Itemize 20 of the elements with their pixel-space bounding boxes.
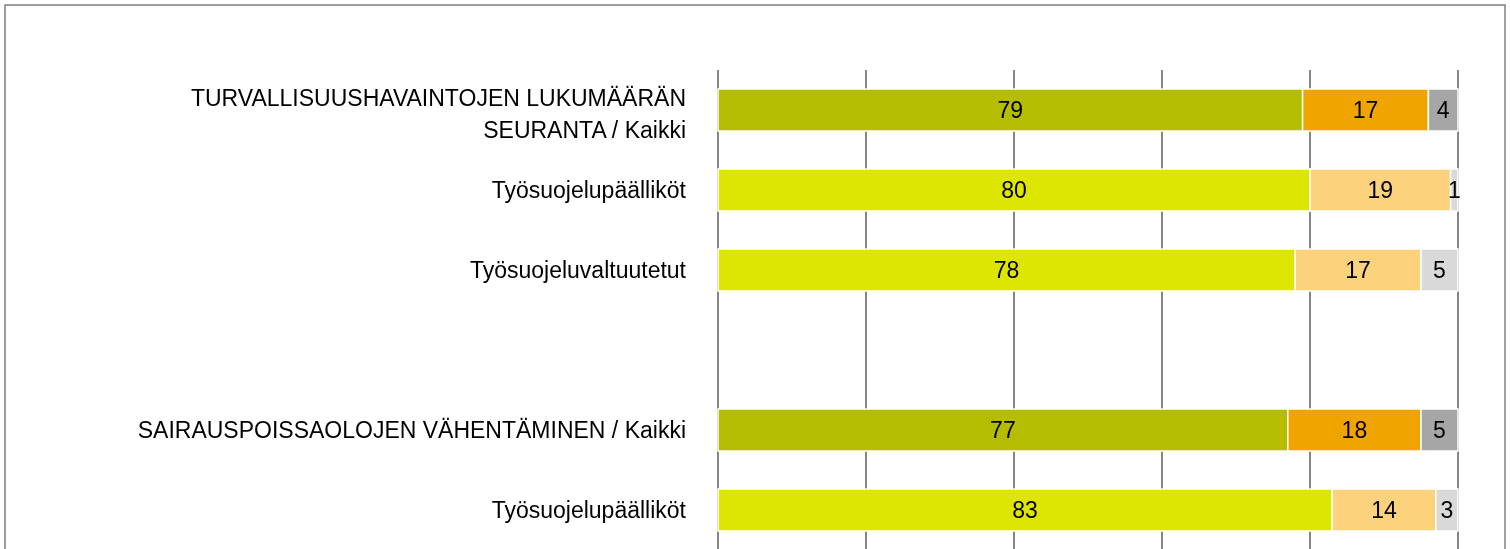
y-tick-label: Työsuojeluvaltuutetut — [469, 257, 687, 284]
y-tick-label: TURVALLISUUSHAVAINTOJEN LUKUMÄÄRÄN SEURANTA / Kaikki — [190, 85, 686, 144]
y-tick-label: Työsuojelupäälliköt — [491, 177, 687, 204]
data-label: 5 — [1433, 257, 1446, 284]
data-label: 79 — [997, 97, 1024, 124]
data-label: 4 — [1436, 97, 1450, 124]
data-label: 83 — [1012, 497, 1038, 524]
data-label: 17 — [1352, 97, 1379, 124]
data-label: 5 — [1433, 417, 1446, 444]
y-tick-label: Työsuojelupäälliköt — [491, 497, 687, 524]
data-label: 3 — [1440, 497, 1454, 524]
y-tick-label: SAIRAUSPOISSAOLOJEN VÄHENTÄMINEN / Kaikki — [137, 417, 686, 444]
data-label: 14 — [1371, 497, 1397, 524]
data-label: 17 — [1345, 257, 1371, 284]
data-label: 1 — [1447, 177, 1461, 204]
data-label: 19 — [1367, 177, 1394, 204]
data-label: 78 — [993, 257, 1020, 284]
data-label: 77 — [990, 417, 1016, 444]
data-label: 80 — [1001, 177, 1027, 204]
data-label: 18 — [1341, 417, 1368, 444]
